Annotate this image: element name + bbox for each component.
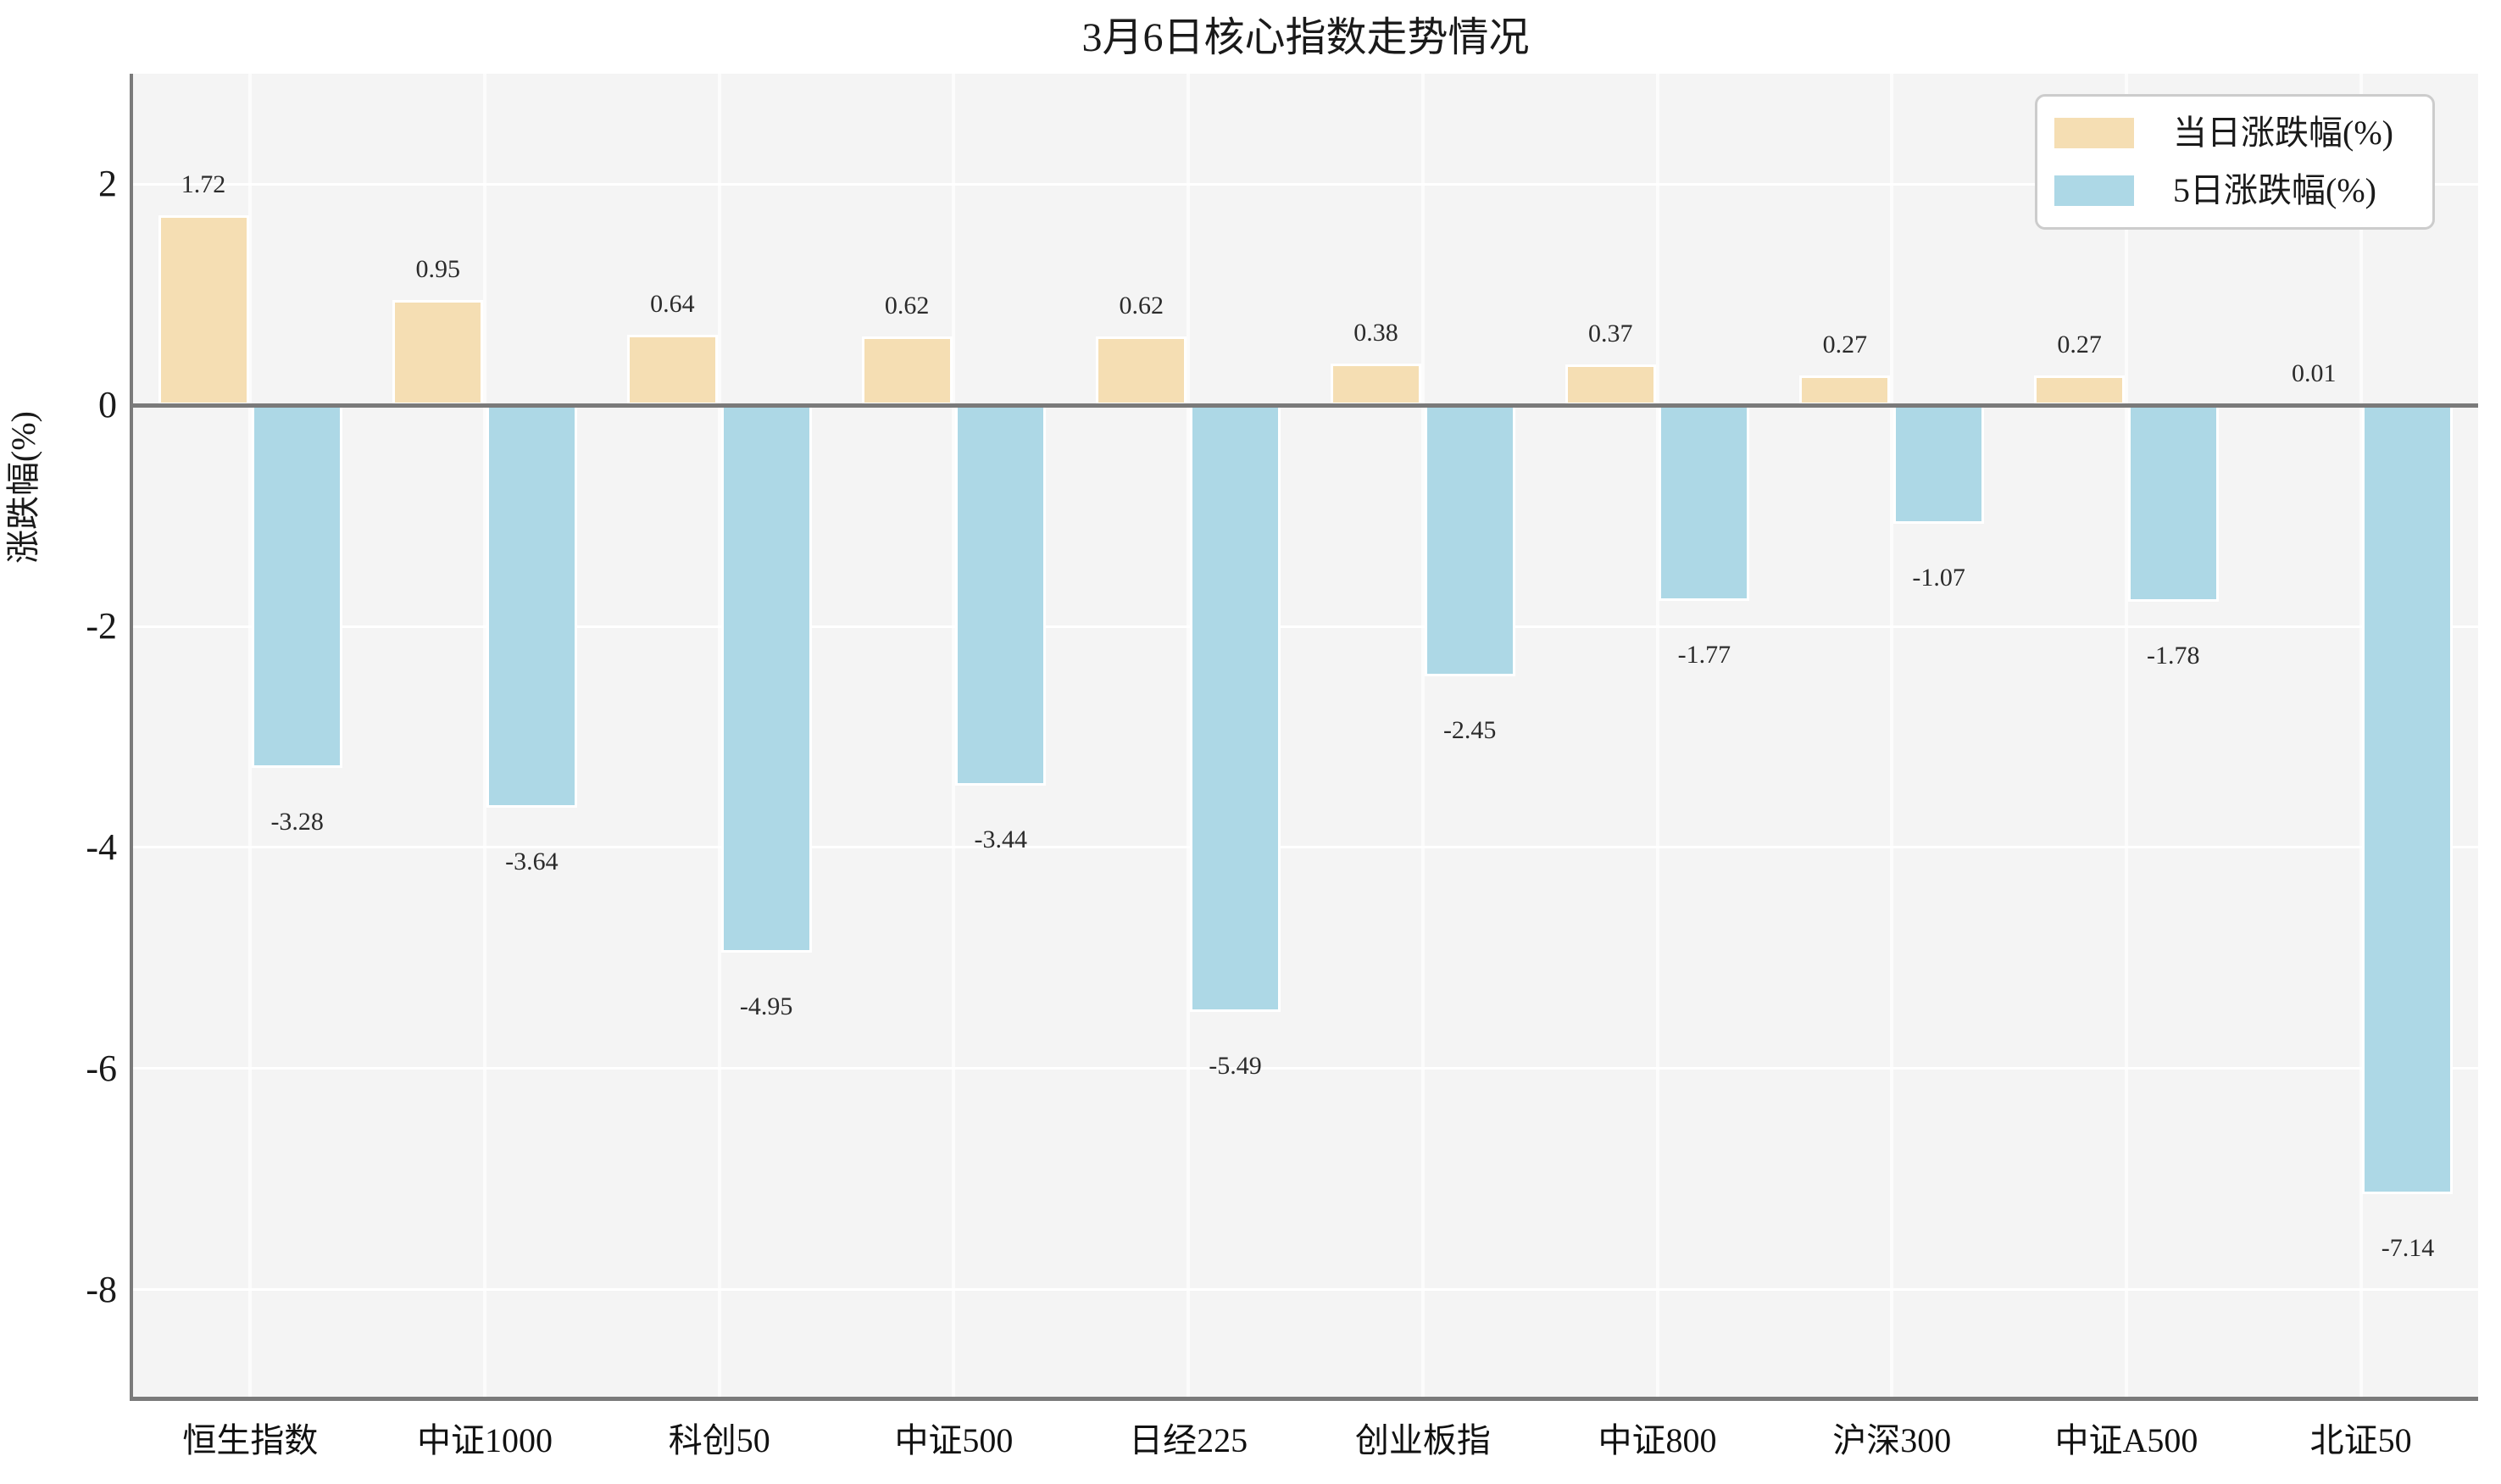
x-tick-label: 沪深300 bbox=[1832, 1421, 1952, 1459]
bar-value-label: -3.44 bbox=[974, 825, 1028, 853]
bar-value-label: 0.27 bbox=[1822, 331, 1868, 359]
bar-value-label: -1.77 bbox=[1677, 641, 1731, 670]
bar-5日涨跌幅(%)-北证50 bbox=[2362, 405, 2454, 1195]
legend-label-daily: 当日涨跌幅(%) bbox=[2173, 114, 2393, 152]
y-tick-label: -6 bbox=[86, 1047, 117, 1089]
bar-5日涨跌幅(%)-中证500 bbox=[955, 405, 1047, 786]
x-tick-label: 中证500 bbox=[894, 1421, 1014, 1459]
v-gridline bbox=[1187, 74, 1191, 1400]
x-tick-label: 恒生指数 bbox=[182, 1421, 319, 1459]
legend-swatch-5day bbox=[2054, 175, 2134, 206]
v-gridline bbox=[2124, 74, 2128, 1400]
y-tick-label: -8 bbox=[86, 1268, 117, 1310]
y-tick-label: -4 bbox=[86, 825, 117, 868]
y-tick-label: -2 bbox=[86, 605, 117, 648]
bar-当日涨跌幅(%)-创业板指 bbox=[1331, 363, 1421, 406]
legend: 当日涨跌幅(%) 5日涨跌幅(%) bbox=[2035, 94, 2435, 230]
x-tick-label: 日经225 bbox=[1129, 1421, 1248, 1459]
chart-title: 3月6日核心指数走势情况 bbox=[1081, 15, 1530, 60]
bar-value-label: -3.64 bbox=[505, 847, 559, 875]
bar-5日涨跌幅(%)-科创50 bbox=[720, 405, 812, 953]
bar-当日涨跌幅(%)-中证800 bbox=[1565, 364, 1656, 406]
bar-value-label: 0.01 bbox=[2292, 358, 2337, 387]
v-gridline bbox=[1420, 74, 1425, 1400]
y-axis-label: 涨跌幅(%) bbox=[4, 411, 42, 564]
zero-line bbox=[133, 403, 2478, 408]
bar-当日涨跌幅(%)-中证500 bbox=[861, 336, 953, 406]
legend-swatch-daily bbox=[2054, 118, 2134, 148]
x-tick-label: 中证A500 bbox=[2054, 1421, 2198, 1459]
x-tick-label: 创业板指 bbox=[1354, 1421, 1491, 1459]
v-gridline bbox=[248, 74, 253, 1400]
bar-当日涨跌幅(%)-科创50 bbox=[626, 334, 718, 406]
bar-value-label: 0.27 bbox=[2057, 331, 2102, 359]
bar-当日涨跌幅(%)-沪深300 bbox=[1799, 375, 1891, 406]
h-gridline bbox=[133, 1288, 2478, 1292]
x-tick-label: 北证50 bbox=[2309, 1421, 2412, 1459]
v-gridline bbox=[483, 74, 487, 1400]
bar-5日涨跌幅(%)-创业板指 bbox=[1424, 405, 1515, 676]
h-gridline bbox=[133, 1067, 2478, 1070]
bar-value-label: 0.62 bbox=[884, 292, 930, 320]
h-gridline bbox=[133, 625, 2478, 628]
h-gridline bbox=[133, 846, 2478, 849]
bar-当日涨跌幅(%)-中证A500 bbox=[2034, 375, 2126, 406]
legend-label-5day: 5日涨跌幅(%) bbox=[2173, 171, 2376, 209]
v-gridline bbox=[2359, 74, 2363, 1400]
bar-value-label: 1.72 bbox=[181, 170, 226, 198]
bar-5日涨跌幅(%)-沪深300 bbox=[1893, 405, 1985, 524]
bar-当日涨跌幅(%)-恒生指数 bbox=[158, 214, 249, 406]
bar-value-label: -5.49 bbox=[1209, 1052, 1262, 1081]
bar-5日涨跌幅(%)-日经225 bbox=[1189, 405, 1281, 1013]
v-gridline bbox=[1890, 74, 1894, 1400]
y-axis-spine bbox=[130, 74, 133, 1400]
bar-当日涨跌幅(%)-日经225 bbox=[1096, 336, 1187, 406]
y-tick-label: 0 bbox=[98, 384, 117, 426]
legend-row-5day: 5日涨跌幅(%) bbox=[2054, 171, 2415, 210]
bar-value-label: 0.37 bbox=[1587, 319, 1633, 347]
legend-row-daily: 当日涨跌幅(%) bbox=[2054, 114, 2415, 153]
bar-value-label: -2.45 bbox=[1442, 715, 1497, 744]
bar-value-label: -4.95 bbox=[739, 992, 793, 1020]
bar-5日涨跌幅(%)-中证1000 bbox=[486, 405, 577, 808]
bar-value-label: 0.95 bbox=[415, 255, 460, 284]
bar-value-label: 0.62 bbox=[1119, 292, 1164, 320]
bar-value-label: -3.28 bbox=[270, 808, 324, 836]
plot-area: 1.72 0.95 0.64 0.62 0.62 0.38 0.37 0.27 0.27 0.01… bbox=[133, 74, 2478, 1400]
x-tick-label: 科创50 bbox=[668, 1421, 770, 1459]
h-gridline bbox=[133, 182, 2478, 186]
x-tick-label: 中证1000 bbox=[417, 1421, 553, 1459]
x-axis-spine bbox=[130, 1397, 2478, 1401]
bar-value-label: -1.07 bbox=[1912, 563, 1965, 592]
bar-5日涨跌幅(%)-恒生指数 bbox=[252, 405, 343, 769]
bar-当日涨跌幅(%)-中证1000 bbox=[392, 300, 484, 406]
bar-value-label: -7.14 bbox=[2381, 1234, 2435, 1263]
v-gridline bbox=[1655, 74, 1659, 1400]
v-gridline bbox=[952, 74, 956, 1400]
bar-value-label: 0.38 bbox=[1353, 318, 1398, 347]
y-tick-label: 2 bbox=[98, 163, 117, 205]
bar-5日涨跌幅(%)-中证A500 bbox=[2127, 405, 2219, 603]
bar-value-label: 0.64 bbox=[650, 289, 695, 318]
bar-value-label: -1.78 bbox=[2147, 642, 2200, 670]
v-gridline bbox=[717, 74, 721, 1400]
x-tick-label: 中证800 bbox=[1598, 1421, 1717, 1459]
bar-5日涨跌幅(%)-中证800 bbox=[1659, 405, 1750, 602]
